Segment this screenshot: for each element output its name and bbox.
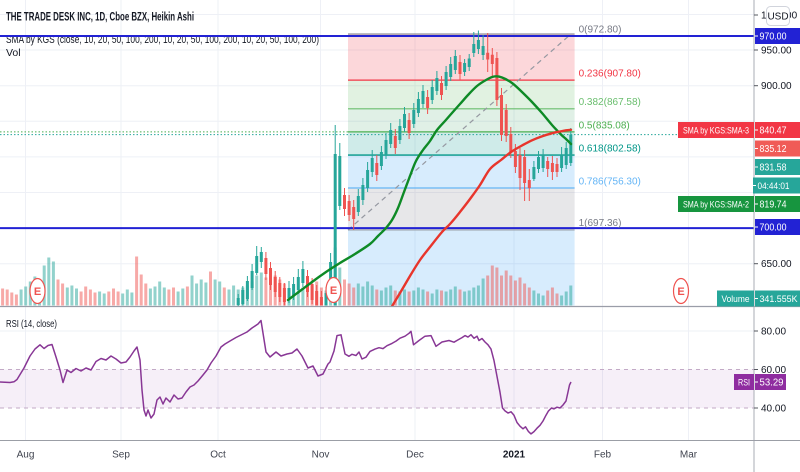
svg-text:Oct: Oct xyxy=(210,450,226,461)
svg-text:Mar: Mar xyxy=(680,450,698,461)
svg-text:THE TRADE DESK INC, 1D, Cboe B: THE TRADE DESK INC, 1D, Cboe BZX, Heikin… xyxy=(6,10,194,24)
svg-text:Feb: Feb xyxy=(594,450,612,461)
svg-text:Aug: Aug xyxy=(17,450,35,461)
svg-text:E: E xyxy=(34,286,41,298)
svg-text:SMA by KGS:SMA-3: SMA by KGS:SMA-3 xyxy=(683,125,749,136)
svg-text:970.00: 970.00 xyxy=(760,32,787,43)
svg-text:60.00: 60.00 xyxy=(761,365,786,376)
svg-text:650.00: 650.00 xyxy=(761,259,792,270)
svg-text:Sep: Sep xyxy=(112,450,130,461)
svg-text:53.29: 53.29 xyxy=(760,378,784,389)
svg-text:950.00: 950.00 xyxy=(761,46,792,57)
svg-text:2021: 2021 xyxy=(503,450,526,461)
svg-text:RSI: RSI xyxy=(738,377,750,388)
svg-text:0.786(756.30): 0.786(756.30) xyxy=(579,177,641,188)
svg-text:0.5(835.08): 0.5(835.08) xyxy=(579,121,630,132)
svg-text:Volume: Volume xyxy=(722,294,750,305)
svg-text:0.618(802.58): 0.618(802.58) xyxy=(579,144,641,155)
svg-text:80.00: 80.00 xyxy=(761,327,786,338)
svg-text:819.74: 819.74 xyxy=(760,200,787,211)
svg-text:SMA by KGS:SMA-2: SMA by KGS:SMA-2 xyxy=(683,199,749,210)
svg-text:0(972.80): 0(972.80) xyxy=(579,25,622,36)
svg-text:USD: USD xyxy=(767,12,788,23)
svg-text:831.58: 831.58 xyxy=(760,163,787,174)
svg-text:Nov: Nov xyxy=(312,450,330,461)
svg-text:900.00: 900.00 xyxy=(761,81,792,92)
svg-text:RSI (14, close): RSI (14, close) xyxy=(6,318,57,330)
svg-text:0.236(907.80): 0.236(907.80) xyxy=(579,69,641,80)
svg-text:700.00: 700.00 xyxy=(760,223,787,234)
svg-text:0.382(867.58): 0.382(867.58) xyxy=(579,97,641,108)
svg-text:341.555K: 341.555K xyxy=(760,294,799,305)
svg-text:835.12: 835.12 xyxy=(760,144,787,155)
svg-text:04:44:01: 04:44:01 xyxy=(758,181,790,192)
svg-text:40.00: 40.00 xyxy=(761,404,786,415)
svg-text:840.47: 840.47 xyxy=(760,126,787,137)
svg-text:E: E xyxy=(677,286,684,298)
svg-text:1(697.36): 1(697.36) xyxy=(579,218,622,229)
svg-text:Vol: Vol xyxy=(6,47,21,59)
svg-text:E: E xyxy=(330,285,337,297)
svg-text:Dec: Dec xyxy=(406,450,424,461)
